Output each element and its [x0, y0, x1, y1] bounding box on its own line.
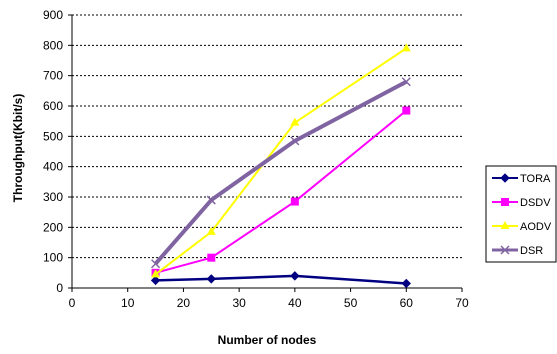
point-aodv-60 — [401, 43, 411, 52]
point-dsdv-60 — [402, 106, 411, 115]
y-axis-title: Throughput(Kbit/s) — [11, 94, 25, 203]
series-line-dsr — [154, 79, 408, 266]
y-tick-label-0: 0 — [56, 281, 63, 295]
x-tick-label-70: 70 — [455, 296, 469, 310]
point-dsr-25-stroke-b — [206, 195, 216, 205]
legend-label-tora: TORA — [520, 173, 551, 185]
point-tora-25 — [206, 274, 216, 284]
x-tick-label-10: 10 — [121, 296, 135, 310]
legend-label-aodv: AODV — [520, 221, 552, 233]
point-tora-40 — [290, 271, 300, 281]
series-dsr — [151, 77, 411, 269]
tick-labels: 0 100 200 300 400 500 600 700 800 900 0 10 20 30 40 50 6… — [43, 8, 469, 310]
series-line-aodv — [154, 47, 407, 276]
x-tick-label-0: 0 — [69, 296, 76, 310]
x-axis-title: Number of nodes — [218, 333, 317, 347]
series-tora — [150, 271, 411, 289]
x-tick-label-20: 20 — [177, 296, 191, 310]
legend-marker-dsdv — [501, 198, 509, 206]
point-aodv-40 — [290, 117, 300, 126]
y-tick-label-700: 700 — [43, 69, 63, 83]
y-tick-label-300: 300 — [43, 190, 63, 204]
legend-box — [485, 165, 557, 263]
point-dsr-15-stroke-b — [151, 259, 161, 269]
point-dsr-60 — [401, 77, 411, 87]
legend-marker-dsr — [500, 245, 510, 255]
x-tick-label-60: 60 — [400, 296, 414, 310]
y-tick-label-800: 800 — [43, 38, 63, 52]
legend-marker-aodv — [500, 221, 510, 229]
series-dsdv — [151, 106, 411, 277]
legend-label-dsdv: DSDV — [520, 197, 551, 209]
x-tick-label-50: 50 — [344, 296, 358, 310]
point-aodv-25 — [206, 226, 216, 235]
axes — [68, 14, 463, 292]
point-dsr-60-stroke-b — [401, 77, 411, 87]
y-tick-label-100: 100 — [43, 251, 63, 265]
legend-marker-tora — [500, 173, 510, 183]
point-tora-15 — [150, 275, 161, 286]
point-dsr-25 — [206, 195, 216, 205]
point-dsdv-40 — [290, 197, 299, 206]
legend-label-dsr: DSR — [520, 245, 543, 257]
point-dsr-15 — [151, 259, 161, 269]
point-aodv-15 — [151, 269, 161, 278]
x-tick-label-30: 30 — [232, 296, 246, 310]
y-tick-label-200: 200 — [43, 220, 63, 234]
series-line-dsdv — [155, 109, 407, 274]
point-dsdv-25 — [207, 253, 216, 262]
point-tora-60 — [401, 278, 411, 289]
point-dsr-40 — [290, 136, 300, 146]
series-lines — [150, 43, 411, 289]
series-aodv — [151, 43, 411, 278]
y-tick-label-400: 400 — [43, 160, 63, 174]
x-tick-label-40: 40 — [288, 296, 302, 310]
legend-item-tora: TORA — [492, 173, 551, 185]
y-tick-label-900: 900 — [43, 8, 63, 22]
legend-item-dsr: DSR — [492, 245, 543, 257]
point-dsr-40-stroke-b — [290, 136, 300, 146]
legend-marker-dsr-stroke-b — [500, 245, 510, 255]
legend: TORA DSDV AODV DSR — [485, 165, 557, 263]
y-tick-label-600: 600 — [43, 99, 63, 113]
series-line-tora — [155, 274, 407, 285]
legend-item-aodv: AODV — [492, 221, 552, 233]
y-tick-label-500: 500 — [43, 129, 63, 143]
gridlines — [72, 14, 462, 259]
legend-item-dsdv: DSDV — [492, 197, 551, 209]
